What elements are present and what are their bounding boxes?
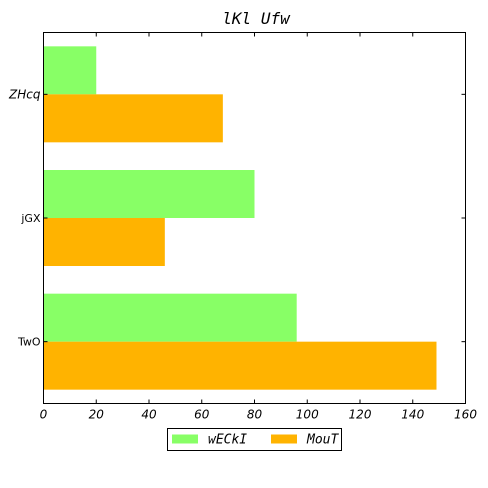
xtick-label: 100 <box>296 408 319 422</box>
xtick-label: 40 <box>141 408 157 422</box>
legend-swatch-wECkI <box>172 434 198 444</box>
xtick-label: 120 <box>349 408 372 422</box>
xtick-label: 80 <box>247 408 263 422</box>
legend-label-MouT: MouT <box>306 433 339 448</box>
bar-MouT-TwO <box>44 341 437 390</box>
bar-wECkI-TwO <box>44 293 297 342</box>
xtick-label: 160 <box>454 408 477 422</box>
bar-MouT-jGX <box>44 218 165 266</box>
bar-wECkI-ZHcq <box>44 46 97 95</box>
xtick-label: 0 <box>40 408 48 422</box>
legend: wECkI MouT <box>167 428 342 451</box>
xtick-label: 140 <box>401 408 424 422</box>
xtick-label: 60 <box>194 408 210 422</box>
bars-group <box>44 46 437 390</box>
legend-swatch-MouT <box>271 434 297 444</box>
xtick-label: 20 <box>89 408 105 422</box>
chart-title: lKl Ufw <box>222 9 291 28</box>
ytick-label: jGX <box>20 212 41 225</box>
ticks-group: ZHcq jGX TwO 0 20 40 60 80 100 120 140 160 <box>8 32 477 422</box>
bar-MouT-ZHcq <box>44 94 223 143</box>
ytick-label: ZHcq <box>8 87 41 101</box>
legend-label-wECkI: wECkI <box>208 433 247 448</box>
plot-frame <box>43 32 466 404</box>
ytick-label: TwO <box>17 336 41 349</box>
legend-box <box>167 428 342 451</box>
bar-wECkI-jGX <box>44 170 255 218</box>
